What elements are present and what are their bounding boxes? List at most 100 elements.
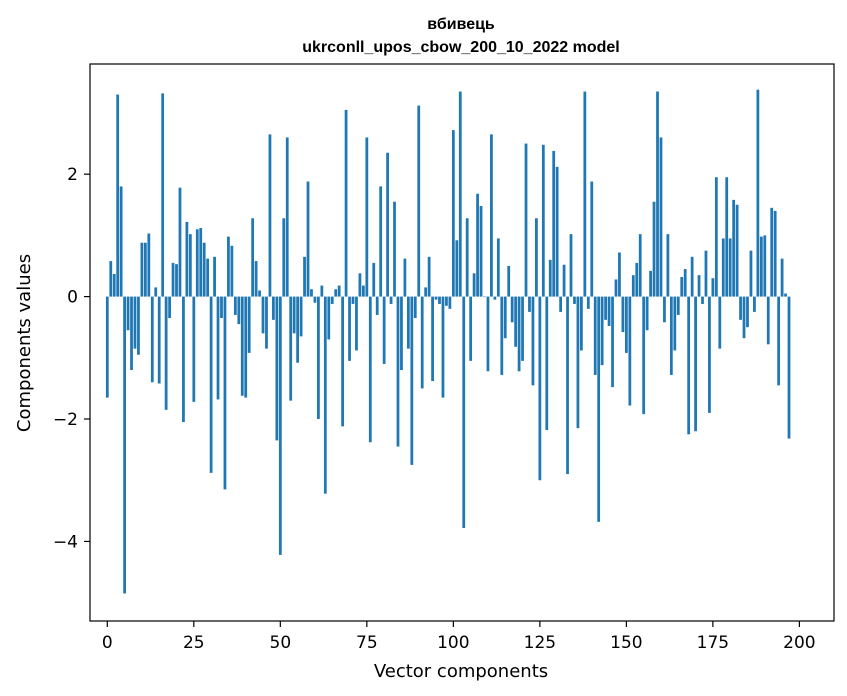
- bar: [171, 262, 175, 297]
- bar: [656, 91, 659, 297]
- bar: [334, 289, 338, 297]
- bar: [265, 296, 268, 349]
- bar: [285, 137, 289, 297]
- bar: [673, 296, 677, 351]
- bar: [604, 296, 607, 320]
- bar: [586, 296, 590, 309]
- bar: [680, 277, 684, 297]
- bar: [701, 296, 704, 304]
- bar: [652, 201, 656, 297]
- bar: [400, 296, 403, 371]
- bar: [500, 296, 504, 375]
- bar: [687, 296, 691, 435]
- bar: [237, 296, 241, 325]
- bar: [476, 193, 479, 297]
- bar: [541, 144, 545, 297]
- bar: [642, 296, 646, 415]
- bar: [289, 296, 293, 401]
- bar: [721, 238, 725, 297]
- bar: [759, 236, 763, 297]
- bar: [690, 256, 694, 297]
- bar: [417, 105, 421, 297]
- bar: [735, 204, 739, 297]
- bar-series: [105, 89, 791, 594]
- x-tick-label: 200: [783, 633, 815, 653]
- bar: [573, 296, 576, 304]
- bar: [469, 296, 473, 361]
- bar: [320, 285, 324, 297]
- bar: [718, 296, 722, 349]
- bar: [261, 296, 265, 334]
- bar: [711, 278, 715, 297]
- bar: [424, 287, 428, 297]
- bar: [119, 186, 123, 297]
- bar: [244, 296, 248, 398]
- chart-title-line2: ukrconll_upos_cbow_200_10_2022 model: [302, 39, 619, 56]
- bar: [348, 296, 351, 361]
- bar: [576, 296, 580, 429]
- bar: [531, 296, 535, 386]
- bar: [566, 296, 569, 475]
- bar: [555, 166, 559, 297]
- bar: [732, 199, 736, 297]
- bar: [448, 296, 452, 309]
- x-tick-label: 150: [610, 633, 642, 653]
- bar: [396, 296, 400, 447]
- x-tick-label: 125: [524, 633, 556, 653]
- bar: [116, 94, 120, 297]
- bar: [559, 296, 563, 312]
- bar: [341, 296, 344, 427]
- bar: [375, 296, 379, 315]
- bar: [472, 273, 476, 297]
- bar: [382, 296, 386, 364]
- bar: [441, 296, 445, 398]
- bar: [216, 296, 220, 400]
- bar: [105, 296, 109, 398]
- bar: [306, 181, 310, 297]
- bar: [490, 134, 493, 297]
- bar: [445, 296, 448, 306]
- bar: [666, 234, 670, 297]
- bar: [493, 296, 497, 300]
- bar: [739, 296, 742, 320]
- bar: [486, 296, 490, 372]
- bar: [410, 296, 414, 465]
- bar: [161, 93, 165, 297]
- bar: [365, 137, 369, 297]
- bar: [624, 296, 628, 353]
- bar: [728, 238, 732, 297]
- bar: [223, 296, 227, 490]
- bar: [483, 296, 486, 298]
- bar: [787, 296, 791, 439]
- x-tick-label: 75: [356, 633, 378, 653]
- bar: [361, 285, 365, 297]
- bar: [593, 296, 597, 375]
- bar: [503, 296, 507, 339]
- bar: [528, 296, 531, 312]
- bar: [583, 91, 587, 297]
- bar: [368, 296, 372, 443]
- bar: [182, 296, 185, 423]
- bar: [192, 296, 196, 402]
- bar: [310, 289, 313, 297]
- bar: [462, 296, 466, 528]
- bar: [676, 296, 680, 315]
- bar: [697, 275, 701, 297]
- bar: [372, 262, 376, 297]
- bar: [524, 143, 528, 297]
- y-axis-label: Components values: [14, 254, 35, 432]
- bar: [631, 275, 635, 297]
- bar: [465, 218, 469, 297]
- x-tick-label: 175: [697, 633, 729, 653]
- bar: [580, 296, 583, 351]
- bar: [143, 242, 147, 297]
- bar: [150, 296, 154, 383]
- bar: [434, 296, 438, 300]
- chart-title-line1: вбивець: [427, 16, 495, 33]
- bar: [109, 261, 113, 297]
- bar: [188, 234, 192, 297]
- bar: [649, 270, 652, 297]
- bar: [510, 296, 514, 323]
- bar: [628, 296, 632, 406]
- y-tick-label: 0: [67, 288, 78, 308]
